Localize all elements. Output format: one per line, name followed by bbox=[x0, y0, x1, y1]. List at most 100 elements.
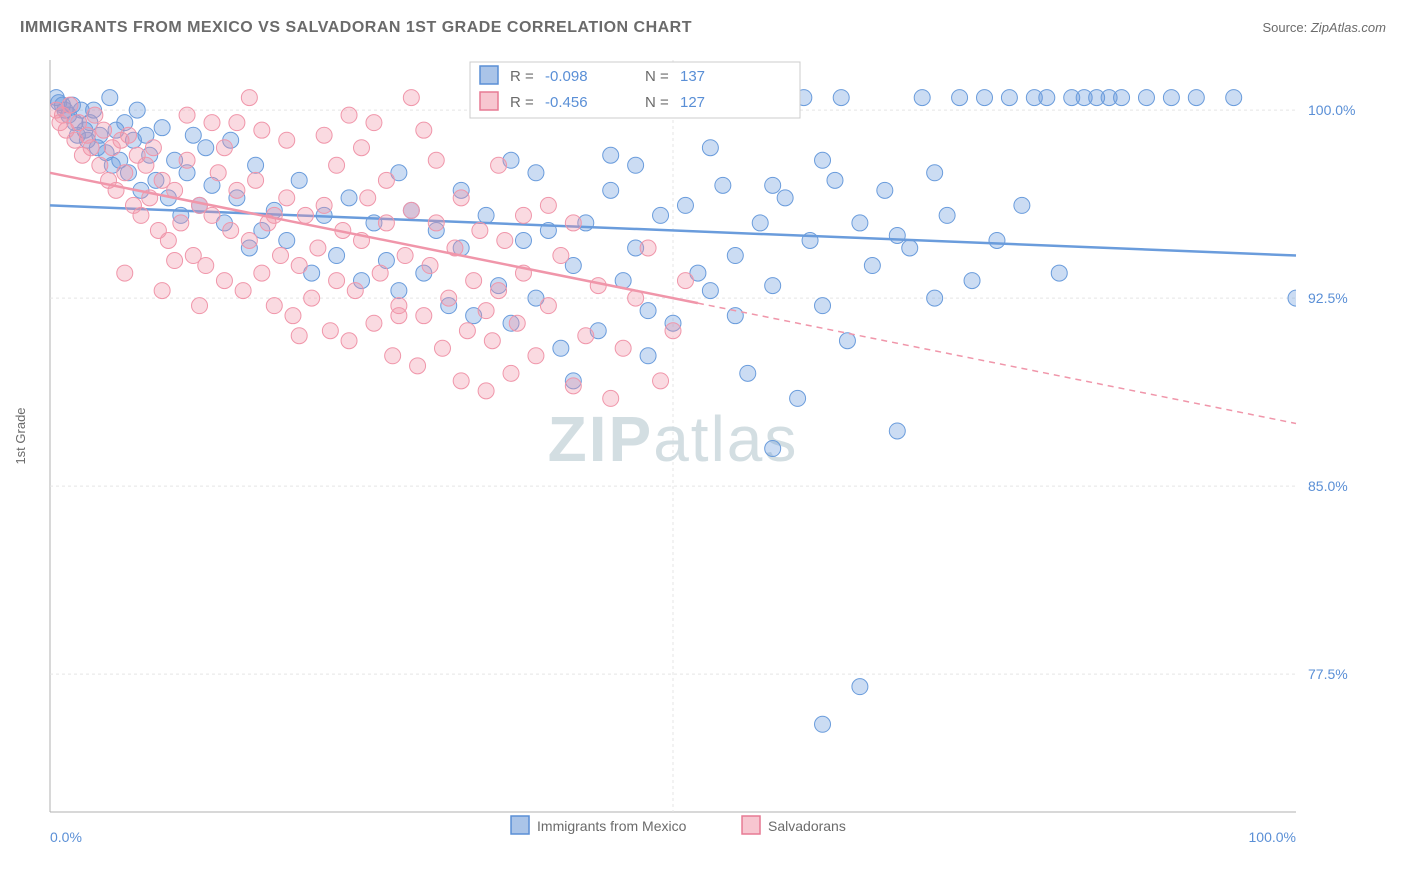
scatter-point bbox=[1226, 90, 1242, 106]
scatter-point bbox=[291, 172, 307, 188]
scatter-point bbox=[889, 227, 905, 243]
y-axis-label: 1st Grade bbox=[13, 407, 28, 464]
scatter-point bbox=[241, 232, 257, 248]
r-value: -0.098 bbox=[545, 68, 588, 85]
scatter-point bbox=[466, 273, 482, 289]
scatter-point bbox=[677, 197, 693, 213]
scatter-point bbox=[484, 333, 500, 349]
source-label: Source: ZipAtlas.com bbox=[1262, 20, 1386, 35]
scatter-point bbox=[1163, 90, 1179, 106]
scatter-point bbox=[727, 248, 743, 264]
scatter-point bbox=[133, 207, 149, 223]
chart-title: IMMIGRANTS FROM MEXICO VS SALVADORAN 1ST… bbox=[20, 19, 692, 36]
scatter-point bbox=[329, 248, 345, 264]
scatter-point bbox=[815, 152, 831, 168]
scatter-point bbox=[952, 90, 968, 106]
scatter-point bbox=[87, 107, 103, 123]
scatter-point bbox=[765, 441, 781, 457]
scatter-point bbox=[397, 248, 413, 264]
n-label: N = bbox=[645, 94, 669, 111]
scatter-point bbox=[902, 240, 918, 256]
scatter-point bbox=[491, 283, 507, 299]
x-tick-label: 0.0% bbox=[50, 829, 82, 845]
scatter-point bbox=[478, 383, 494, 399]
scatter-point bbox=[117, 165, 133, 181]
scatter-point bbox=[815, 298, 831, 314]
scatter-point bbox=[304, 290, 320, 306]
scatter-point bbox=[478, 207, 494, 223]
scatter-point bbox=[1014, 197, 1030, 213]
scatter-point bbox=[416, 122, 432, 138]
scatter-point bbox=[279, 232, 295, 248]
scatter-point bbox=[553, 340, 569, 356]
legend-label: Salvadorans bbox=[768, 818, 846, 834]
scatter-point bbox=[715, 177, 731, 193]
scatter-point bbox=[852, 215, 868, 231]
scatter-point bbox=[279, 190, 295, 206]
scatter-point bbox=[578, 328, 594, 344]
scatter-point bbox=[179, 152, 195, 168]
scatter-point bbox=[565, 378, 581, 394]
scatter-point bbox=[640, 240, 656, 256]
scatter-point bbox=[198, 258, 214, 274]
scatter-point bbox=[615, 340, 631, 356]
scatter-point bbox=[366, 115, 382, 131]
scatter-point bbox=[266, 298, 282, 314]
scatter-point bbox=[216, 140, 232, 156]
scatter-point bbox=[777, 190, 793, 206]
scatter-point bbox=[640, 303, 656, 319]
scatter-point bbox=[285, 308, 301, 324]
scatter-point bbox=[341, 333, 357, 349]
scatter-point bbox=[927, 165, 943, 181]
scatter-point bbox=[160, 232, 176, 248]
scatter-point bbox=[603, 182, 619, 198]
scatter-point bbox=[341, 107, 357, 123]
scatter-point bbox=[254, 122, 270, 138]
watermark: ZIPatlas bbox=[548, 403, 799, 475]
scatter-point bbox=[167, 253, 183, 269]
scatter-point bbox=[1188, 90, 1204, 106]
scatter-point bbox=[341, 190, 357, 206]
scatter-point bbox=[120, 127, 136, 143]
scatter-point bbox=[410, 358, 426, 374]
scatter-point bbox=[229, 115, 245, 131]
scatter-point bbox=[590, 278, 606, 294]
scatter-point bbox=[229, 182, 245, 198]
scatter-point bbox=[117, 265, 133, 281]
scatter-point bbox=[248, 157, 264, 173]
scatter-point bbox=[441, 290, 457, 306]
scatter-point bbox=[354, 140, 370, 156]
scatter-point bbox=[478, 303, 494, 319]
r-label: R = bbox=[510, 68, 534, 85]
scatter-point bbox=[989, 232, 1005, 248]
scatter-point bbox=[316, 197, 332, 213]
legend-swatch bbox=[480, 92, 498, 110]
legend-label: Immigrants from Mexico bbox=[537, 818, 687, 834]
scatter-point bbox=[515, 207, 531, 223]
scatter-point bbox=[665, 323, 681, 339]
legend-swatch bbox=[511, 816, 529, 834]
scatter-point bbox=[472, 222, 488, 238]
scatter-point bbox=[378, 215, 394, 231]
scatter-point bbox=[740, 365, 756, 381]
scatter-point bbox=[62, 97, 78, 113]
scatter-point bbox=[316, 127, 332, 143]
scatter-point bbox=[428, 215, 444, 231]
scatter-point bbox=[977, 90, 993, 106]
scatter-point bbox=[378, 172, 394, 188]
scatter-point bbox=[138, 157, 154, 173]
scatter-point bbox=[235, 283, 251, 299]
scatter-point bbox=[515, 232, 531, 248]
scatter-point bbox=[491, 157, 507, 173]
scatter-point bbox=[204, 115, 220, 131]
scatter-point bbox=[322, 323, 338, 339]
y-tick-label: 92.5% bbox=[1308, 290, 1348, 306]
scatter-point bbox=[403, 90, 419, 106]
scatter-point bbox=[185, 127, 201, 143]
scatter-point bbox=[204, 207, 220, 223]
scatter-point bbox=[939, 207, 955, 223]
scatter-point bbox=[540, 298, 556, 314]
scatter-point bbox=[273, 248, 289, 264]
scatter-point bbox=[216, 273, 232, 289]
n-label: N = bbox=[645, 68, 669, 85]
